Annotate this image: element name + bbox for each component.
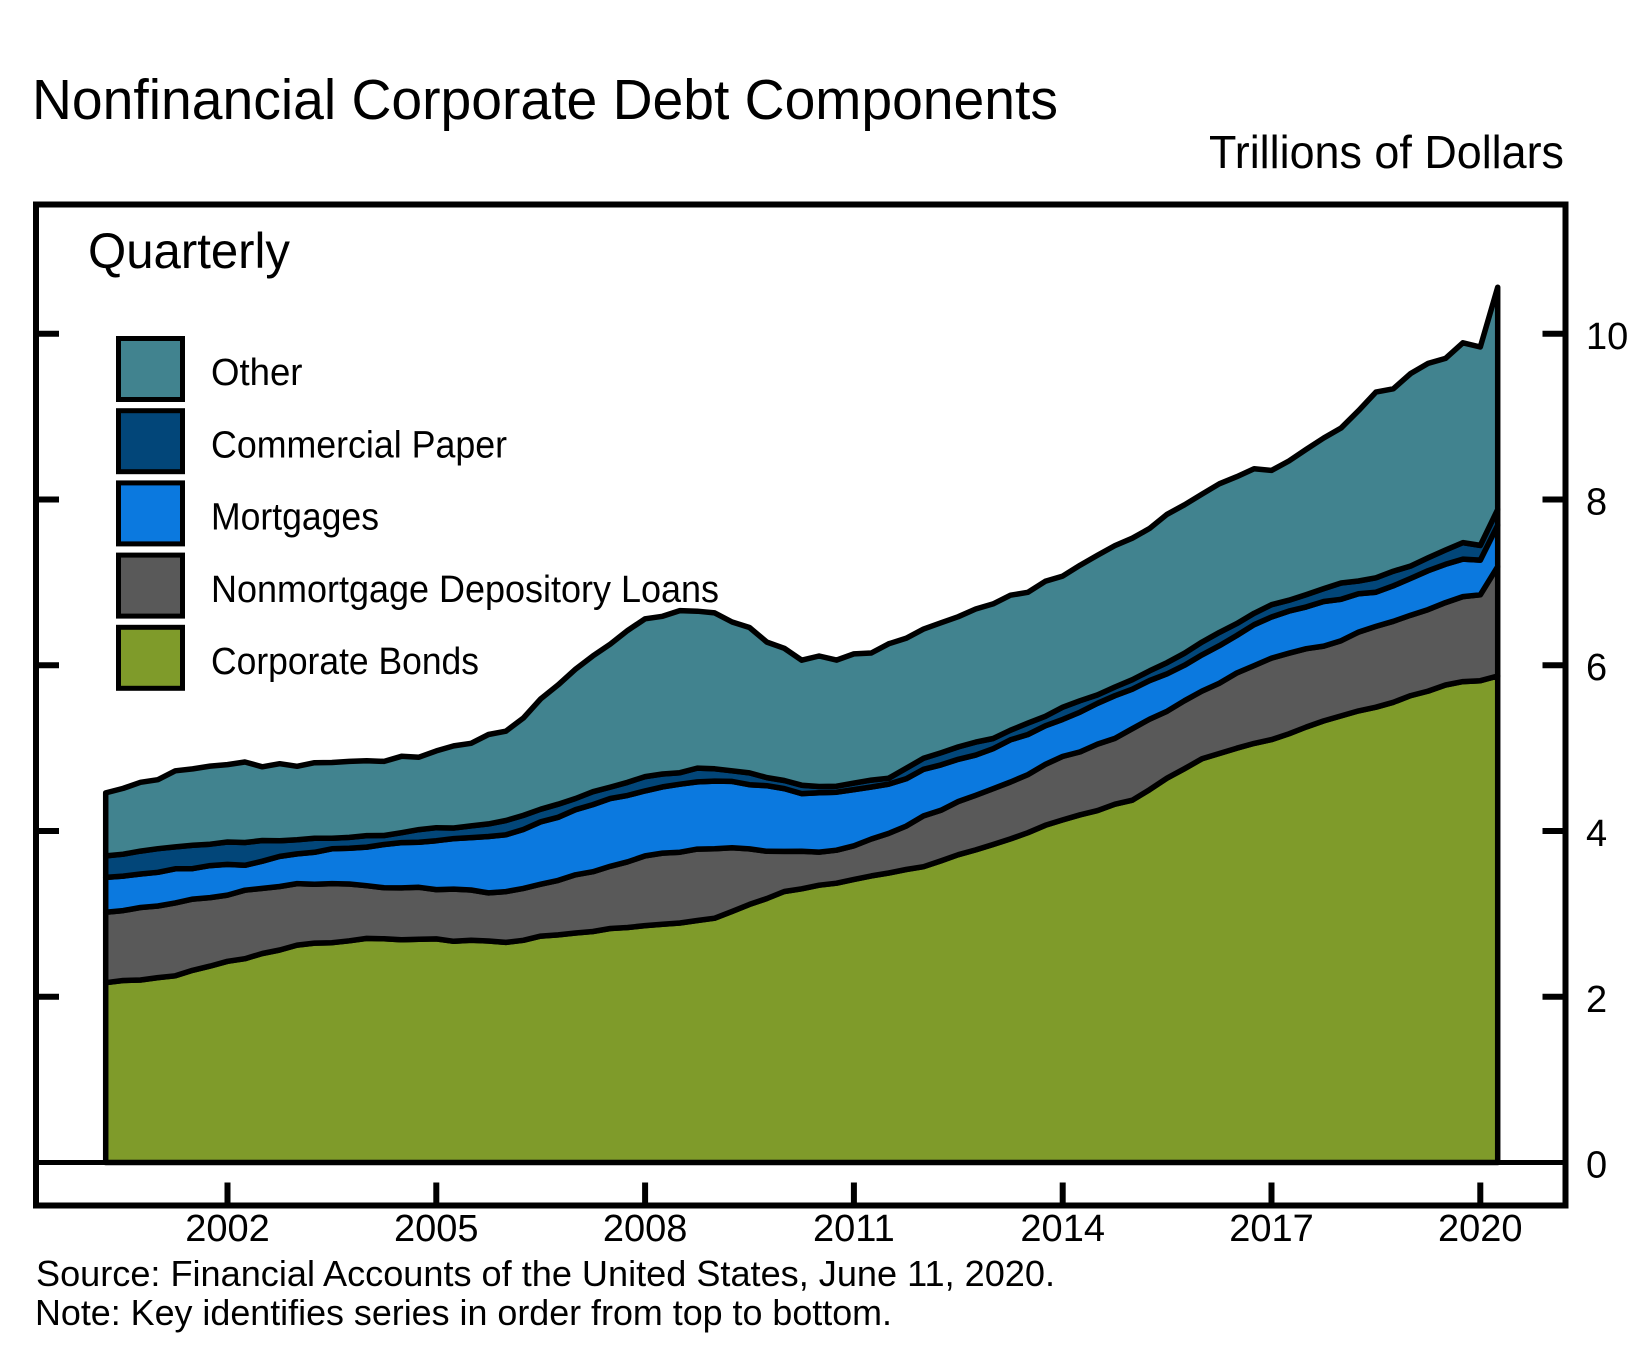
svg-text:2005: 2005 <box>394 1208 479 1250</box>
svg-text:2017: 2017 <box>1229 1208 1314 1250</box>
svg-text:2014: 2014 <box>1020 1208 1105 1250</box>
svg-text:Quarterly: Quarterly <box>88 223 290 279</box>
svg-text:10: 10 <box>1586 316 1628 358</box>
svg-text:8: 8 <box>1586 482 1607 524</box>
svg-text:Other: Other <box>211 352 303 394</box>
svg-text:4: 4 <box>1586 813 1607 855</box>
svg-text:2002: 2002 <box>185 1208 270 1250</box>
svg-text:Mortgages: Mortgages <box>211 497 379 539</box>
svg-text:2: 2 <box>1586 979 1607 1021</box>
svg-text:0: 0 <box>1586 1145 1607 1187</box>
svg-text:Nonfinancial Corporate Debt Co: Nonfinancial Corporate Debt Components <box>32 68 1058 132</box>
svg-text:Commercial Paper: Commercial Paper <box>211 424 507 466</box>
svg-text:Note: Key identifies series in: Note: Key identifies series in order fro… <box>35 1292 892 1333</box>
svg-text:6: 6 <box>1586 647 1607 689</box>
svg-text:Source: Financial Accounts of: Source: Financial Accounts of the United… <box>36 1253 1055 1294</box>
svg-text:2008: 2008 <box>603 1208 688 1250</box>
svg-text:Corporate Bonds: Corporate Bonds <box>211 641 479 683</box>
svg-text:2011: 2011 <box>813 1208 895 1250</box>
svg-text:2020: 2020 <box>1438 1208 1523 1250</box>
svg-text:Trillions of Dollars: Trillions of Dollars <box>1209 126 1564 178</box>
svg-text:Nonmortgage Depository Loans: Nonmortgage Depository Loans <box>211 569 719 611</box>
